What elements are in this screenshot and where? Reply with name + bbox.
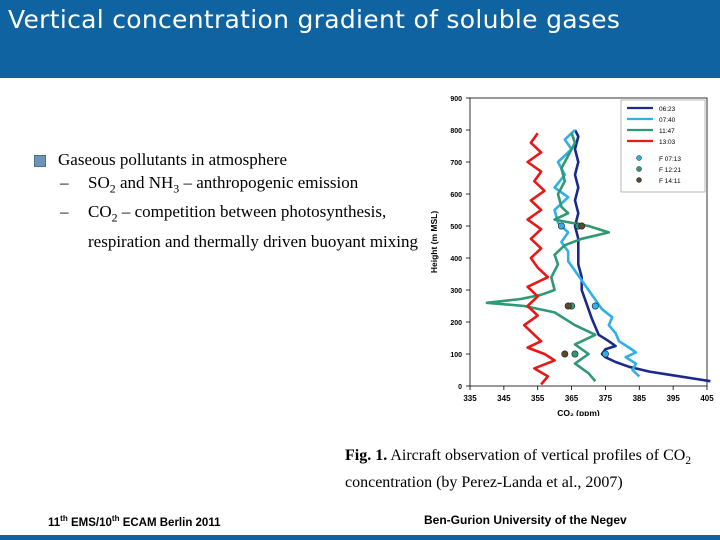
footer-left-a: 11: [48, 516, 61, 529]
legend-label: F 14:11: [659, 178, 681, 185]
slide-title: Vertical concentration gradient of solub…: [8, 5, 621, 34]
legend-label: F 12:21: [659, 167, 681, 174]
legend-label: 13:03: [659, 139, 676, 146]
sub1-text-a: SO: [88, 173, 110, 192]
footer-left-e: ECAM Berlin 2011: [119, 516, 221, 529]
x-tick-label: 345: [497, 394, 511, 403]
caption-subscript: 2: [685, 455, 691, 468]
y-tick-label: 200: [450, 320, 462, 327]
legend-box: [620, 99, 706, 193]
y-axis-label: Height (m MSL): [429, 211, 439, 273]
y-tick-label: 300: [450, 288, 462, 295]
plot-frame: [469, 97, 708, 387]
marker-point: [571, 350, 579, 358]
sub1-subscript-3: 3: [173, 181, 180, 196]
bullet-square-icon: [34, 155, 46, 167]
dash-icon: –: [60, 173, 69, 192]
y-tick-label: 100: [450, 352, 462, 359]
series-line: [573, 129, 711, 383]
footer-conference: 11th EMS/10th ECAM Berlin 2011: [48, 514, 220, 529]
x-tick-label: 395: [666, 394, 680, 403]
marker-point: [578, 222, 586, 230]
bullet-item: Gaseous pollutants in atmosphere: [34, 148, 434, 171]
y-tick-label: 800: [450, 128, 462, 135]
legend-label: 06:23: [659, 106, 676, 113]
legend-label: F 07:13: [659, 156, 681, 163]
legend-marker: [636, 177, 642, 183]
x-tick-label: 375: [599, 394, 613, 403]
sub1-text-c: and NH: [115, 173, 174, 192]
sub-bullet-so2: – SO2 and NH3 – anthropogenic emission: [34, 171, 434, 200]
title-bar: Vertical concentration gradient of solub…: [0, 0, 720, 78]
x-tick-label: 405: [700, 394, 714, 403]
sub2-subscript-2: 2: [111, 210, 118, 225]
y-tick-label: 0: [458, 384, 462, 391]
y-tick-label: 700: [450, 160, 462, 167]
y-tick-label: 600: [450, 192, 462, 199]
series-line: [485, 132, 611, 383]
caption-text-c: concentration (by Perez-Landa et al., 20…: [345, 474, 623, 492]
footer-left-sup1: th: [60, 514, 68, 523]
x-tick-label: 365: [565, 394, 579, 403]
marker-point: [561, 350, 569, 358]
sub-bullet-co2: – CO2 – competition between photosynthes…: [34, 200, 434, 252]
marker-point: [601, 350, 609, 358]
y-tick-label: 900: [450, 96, 462, 103]
x-axis-label: CO₂ (ppm): [557, 408, 600, 416]
sub2-text-c: – competition between photosynthesis, re…: [88, 202, 419, 251]
sub1-text-e: – anthropogenic emission: [179, 173, 359, 192]
bullet-main-text: Gaseous pollutants in atmosphere: [58, 150, 287, 169]
legend-label: 07:40: [659, 117, 676, 124]
y-tick-label: 400: [450, 256, 462, 263]
caption-figure-number: Fig. 1.: [345, 447, 388, 464]
marker-point: [564, 302, 572, 310]
series-line: [522, 132, 556, 386]
x-tick-label: 355: [531, 394, 545, 403]
x-tick-label: 385: [633, 394, 647, 403]
y-tick-label: 500: [450, 224, 462, 231]
footer-line: [0, 535, 720, 540]
legend-label: 11:47: [659, 128, 675, 135]
marker-point: [591, 302, 599, 310]
footer-university: Ben-Gurion University of the Negev: [424, 513, 627, 527]
legend-marker: [636, 166, 642, 172]
legend-marker: [636, 155, 642, 161]
sub1-subscript-2: 2: [109, 181, 116, 196]
x-tick-label: 335: [463, 394, 477, 403]
footer-left-sup2: th: [111, 514, 120, 523]
caption-text-a: Aircraft observation of vertical profile…: [387, 447, 686, 464]
marker-point: [557, 222, 565, 230]
co2-profile-chart: 0 100 200 300 400 500 600 700 800 900 335 345 355 365…: [429, 96, 714, 416]
dash-icon: –: [60, 202, 69, 222]
footer-left-c: EMS/10: [67, 516, 112, 529]
sub2-text-a: CO: [88, 202, 112, 222]
bullet-list: Gaseous pollutants in atmosphere – SO2 a…: [34, 148, 434, 253]
series-line: [553, 129, 641, 378]
figure-caption: Fig. 1. Aircraft observation of vertical…: [345, 445, 715, 494]
